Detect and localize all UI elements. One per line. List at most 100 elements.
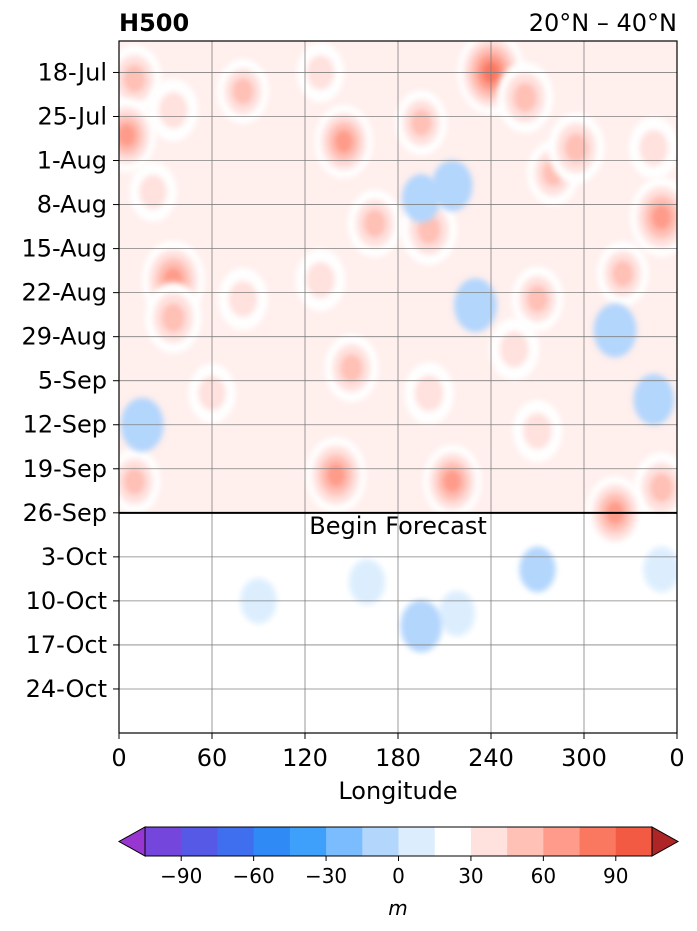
anomaly-blob bbox=[324, 334, 379, 403]
anomaly-contour bbox=[417, 215, 441, 245]
y-tick-label: 18-Jul bbox=[38, 58, 108, 86]
x-tick-label: 180 bbox=[375, 744, 421, 772]
y-tick-label: 29-Aug bbox=[21, 323, 107, 351]
colorbar-tick-label: 0 bbox=[392, 864, 405, 888]
colorbar-extend-max bbox=[651, 826, 680, 857]
anomaly-contour bbox=[232, 77, 254, 105]
colorbar-tick-label: −30 bbox=[305, 864, 347, 888]
anomaly-blob bbox=[400, 599, 443, 653]
anomaly-blob bbox=[423, 444, 482, 519]
y-tick-label: 22-Aug bbox=[21, 279, 107, 307]
anomaly-blob bbox=[628, 116, 677, 180]
colorbar-bin bbox=[434, 827, 472, 856]
anomaly-blob bbox=[431, 160, 473, 212]
x-tick-label: 120 bbox=[282, 744, 328, 772]
x-axis-label: Longitude bbox=[338, 777, 457, 805]
y-axis: 18-Jul 25-Jul 1-Aug 8-Aug 15-Aug 22-Aug 29-Aug… bbox=[21, 58, 119, 703]
anomaly-blob bbox=[145, 282, 202, 354]
anomaly-contour bbox=[639, 129, 669, 167]
anomaly-blob bbox=[548, 112, 605, 184]
anomaly-contour bbox=[401, 174, 441, 223]
anomaly-contour bbox=[633, 373, 675, 426]
anomaly-blob bbox=[404, 362, 454, 425]
anomaly-blob bbox=[295, 248, 346, 312]
anomaly-contour bbox=[410, 109, 432, 137]
anomaly-blob bbox=[643, 546, 677, 593]
anomaly-contour bbox=[519, 546, 556, 593]
y-tick-label: 1-Aug bbox=[37, 147, 107, 175]
colorbar-extend-min bbox=[117, 826, 146, 857]
anomaly-contour bbox=[431, 160, 473, 212]
x-tick-label: 240 bbox=[468, 744, 514, 772]
anomaly-blob bbox=[633, 373, 675, 426]
anomaly-contour bbox=[119, 123, 137, 148]
anomaly-contour bbox=[340, 354, 363, 383]
y-tick-label: 15-Aug bbox=[21, 235, 107, 263]
colorbar-bin bbox=[579, 827, 617, 856]
colorbar-bin bbox=[326, 827, 363, 856]
anomaly-blob bbox=[596, 241, 649, 307]
anomaly-contour bbox=[363, 209, 386, 238]
anomaly-blob bbox=[395, 90, 448, 156]
anomaly-contour bbox=[564, 133, 588, 163]
anomaly-contour bbox=[334, 129, 354, 154]
anomaly-blob bbox=[489, 318, 540, 381]
anomaly-blob bbox=[119, 44, 162, 113]
anomaly-contour bbox=[306, 261, 335, 299]
anomaly-blob bbox=[217, 58, 269, 124]
y-tick-label: 24-Oct bbox=[26, 675, 107, 703]
anomaly-contour bbox=[454, 278, 497, 333]
colorbar-tick-label: 90 bbox=[603, 864, 628, 888]
anomaly-blob bbox=[119, 98, 156, 173]
y-tick-label: 8-Aug bbox=[37, 191, 107, 219]
colorbar-bin bbox=[181, 827, 218, 856]
colorbar-bin bbox=[362, 827, 399, 856]
anomaly-blob bbox=[519, 546, 556, 593]
colorbar-bin bbox=[398, 827, 436, 856]
x-tick-label: 0 bbox=[669, 744, 684, 772]
chart-title-right: 20°N – 40°N bbox=[529, 9, 677, 37]
colorbar-bin bbox=[217, 827, 255, 856]
anomaly-blob bbox=[454, 278, 497, 333]
anomaly-blob bbox=[348, 559, 386, 605]
chart-title-left: H500 bbox=[119, 9, 189, 37]
anomaly-blob bbox=[347, 189, 402, 258]
y-tick-label: 19-Sep bbox=[23, 455, 107, 483]
colorbar-tick-label: 30 bbox=[458, 864, 483, 888]
colorbar-bin bbox=[615, 827, 653, 856]
anomaly-blob bbox=[401, 174, 441, 223]
anomaly-contour bbox=[593, 303, 637, 358]
anomaly-blob bbox=[314, 104, 373, 179]
anomaly-contour bbox=[523, 412, 552, 450]
colorbar-tick-label: 60 bbox=[531, 864, 556, 888]
anomaly-contour bbox=[400, 599, 443, 653]
colorbar-bin bbox=[289, 827, 327, 856]
anomaly-blob bbox=[633, 452, 677, 524]
colorbar: −90 −60 −30 0 30 60 90 bbox=[117, 826, 680, 888]
anomaly-contour bbox=[326, 462, 346, 488]
y-tick-label: 10-Oct bbox=[26, 587, 107, 615]
y-tick-label: 26-Sep bbox=[23, 499, 107, 527]
anomaly-blob bbox=[129, 162, 177, 222]
anomaly-contour bbox=[438, 590, 476, 637]
anomaly-contour bbox=[139, 174, 167, 210]
x-axis: 0 60 120 180 240 300 0 bbox=[111, 733, 685, 772]
anomaly-blob bbox=[593, 303, 637, 358]
y-tick-label: 17-Oct bbox=[26, 631, 107, 659]
grid bbox=[118, 41, 678, 733]
anomaly-contour bbox=[123, 467, 146, 495]
colorbar-tick-label: −90 bbox=[160, 864, 202, 888]
anomaly-contour bbox=[612, 260, 634, 288]
anomaly-contour bbox=[643, 546, 677, 593]
colorbar-bin bbox=[470, 827, 508, 856]
anomaly-contour bbox=[228, 280, 258, 318]
x-tick-label: 0 bbox=[111, 744, 126, 772]
anomaly-blob bbox=[218, 267, 268, 331]
x-tick-label: 60 bbox=[197, 744, 228, 772]
colorbar-bin bbox=[543, 827, 581, 856]
anomaly-contour bbox=[499, 331, 529, 368]
anomaly-contour bbox=[442, 469, 462, 494]
colorbar-bin bbox=[253, 827, 291, 856]
anomaly-contour bbox=[649, 473, 674, 503]
